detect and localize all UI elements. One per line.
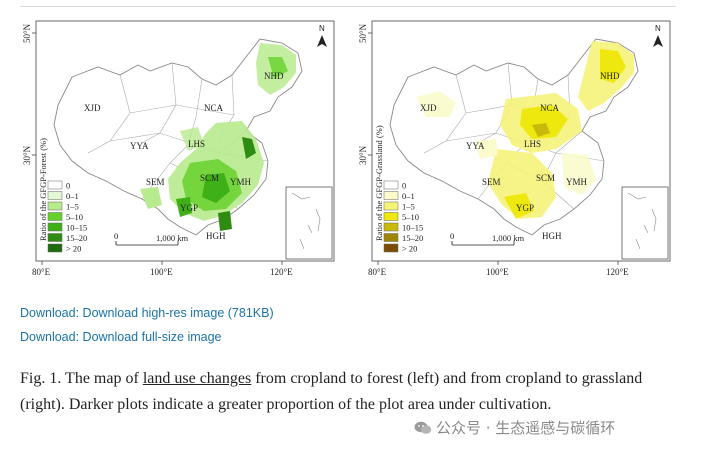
- lat-label-50: 50°N: [22, 23, 32, 43]
- region-label-hgh: HGH: [542, 231, 562, 241]
- legend-swatch: [47, 201, 63, 211]
- region-label-lhs: LHS: [188, 139, 205, 149]
- region-label-ymh: YMH: [230, 177, 252, 187]
- svg-text:N: N: [655, 24, 661, 33]
- caption-prefix: Fig. 1. The map of: [20, 370, 143, 387]
- legend-label: 10–15: [66, 223, 87, 233]
- north-arrow-icon: N: [317, 24, 327, 47]
- grassland-ylabel: Ratio of the GFGP-Grassland (%): [374, 125, 384, 241]
- scale-bar: 0 1,000 km: [450, 231, 525, 246]
- region-label-scm: SCM: [536, 173, 555, 183]
- wechat-watermark: 公众号 · 生态遥感与碳循环: [414, 417, 616, 438]
- region-label-nhd: NHD: [600, 71, 620, 81]
- svg-text:1,000 km: 1,000 km: [156, 233, 189, 243]
- legend-label: > 20: [402, 244, 417, 254]
- lon-label-120: 120°E: [270, 267, 293, 277]
- legend-label: 0–1: [402, 191, 415, 201]
- svg-text:0: 0: [114, 231, 118, 241]
- region-label-ygp: YGP: [516, 203, 534, 213]
- forest-map: NHD XJD NCA LHS YYA SCM SEM YMH YGP HGH …: [22, 20, 335, 277]
- svg-text:N: N: [319, 24, 325, 33]
- figure-caption: Fig. 1. The map of land use changes from…: [20, 366, 670, 418]
- region-label-nca: NCA: [540, 103, 560, 113]
- land-use-changes-link[interactable]: land use changes: [142, 370, 252, 387]
- region-label-xjd: XJD: [420, 103, 437, 113]
- top-divider: [20, 6, 676, 7]
- forest-change-patches: [140, 43, 296, 231]
- legend-label: 1–5: [402, 202, 415, 212]
- legend-swatch: [47, 222, 63, 232]
- lat-label-30: 30°N: [358, 145, 368, 165]
- lat-label-30: 30°N: [22, 145, 32, 165]
- region-label-ygp: YGP: [180, 203, 198, 213]
- legend-swatch: [47, 233, 63, 242]
- legend-swatch: [47, 212, 63, 221]
- legend-label: 5–10: [402, 212, 419, 222]
- region-label-sem: SEM: [146, 177, 165, 187]
- lon-label-80: 80°E: [32, 267, 51, 277]
- region-label-ymh: YMH: [566, 177, 588, 187]
- region-label-yya: YYA: [130, 141, 149, 151]
- legend-label: 0: [402, 181, 406, 191]
- lon-label-120: 120°E: [606, 267, 629, 277]
- legend-label: > 20: [66, 244, 81, 254]
- watermark-text: 公众号 · 生态遥感与碳循环: [436, 419, 616, 437]
- legend-label: 0–1: [66, 191, 79, 201]
- wechat-icon: [414, 421, 432, 435]
- legend-label: 15–20: [66, 233, 87, 243]
- grassland-map-panel: NHD XJD NCA LHS YYA SCM SEM YMH YGP HGH …: [356, 13, 672, 283]
- legend-swatch: [47, 191, 63, 200]
- legend-swatch: [383, 222, 399, 232]
- grassland-map: NHD XJD NCA LHS YYA SCM SEM YMH YGP HGH …: [358, 20, 671, 277]
- region-label-scm: SCM: [200, 173, 219, 183]
- legend-label: 15–20: [402, 233, 423, 243]
- region-label-nca: NCA: [204, 103, 224, 113]
- download-full-size-link[interactable]: Download: Download full-size image: [20, 330, 222, 344]
- legend-label: 10–15: [402, 223, 423, 233]
- legend-swatch: [383, 191, 399, 200]
- south-china-sea-inset: [285, 186, 333, 260]
- lon-label-80: 80°E: [368, 267, 387, 277]
- south-china-sea-inset: [621, 186, 669, 260]
- legend-swatch: [383, 180, 399, 190]
- legend-swatch: [383, 243, 399, 253]
- svg-text:1,000 km: 1,000 km: [492, 233, 525, 243]
- legend-label: 5–10: [66, 212, 83, 222]
- legend-swatch: [47, 180, 63, 190]
- north-arrow-icon: N: [653, 24, 663, 47]
- scale-bar: 0 1,000 km: [114, 231, 189, 246]
- region-label-sem: SEM: [482, 177, 501, 187]
- region-label-lhs: LHS: [524, 139, 541, 149]
- grassland-change-patches: [416, 41, 634, 219]
- caption-suffix: from cropland to forest (left) and from …: [20, 370, 643, 413]
- region-label-yya: YYA: [466, 141, 485, 151]
- legend-swatch: [383, 201, 399, 211]
- forest-map-panel: NHD XJD NCA LHS YYA SCM SEM YMH YGP HGH …: [20, 13, 336, 283]
- legend-swatch: [383, 233, 399, 242]
- lon-label-100: 100°E: [150, 267, 173, 277]
- legend-label: 0: [66, 181, 70, 191]
- svg-text:0: 0: [450, 231, 454, 241]
- forest-ylabel: Ratio of the GFGP-Forest (%): [38, 138, 48, 241]
- region-label-nhd: NHD: [264, 71, 284, 81]
- region-label-xjd: XJD: [84, 103, 101, 113]
- region-label-hgh: HGH: [206, 231, 226, 241]
- legend-swatch: [47, 243, 63, 253]
- lat-label-50: 50°N: [358, 23, 368, 43]
- legend-label: 1–5: [66, 202, 79, 212]
- lon-label-100: 100°E: [486, 267, 509, 277]
- legend-swatch: [383, 212, 399, 221]
- download-high-res-link[interactable]: Download: Download high-res image (781KB…: [20, 306, 274, 320]
